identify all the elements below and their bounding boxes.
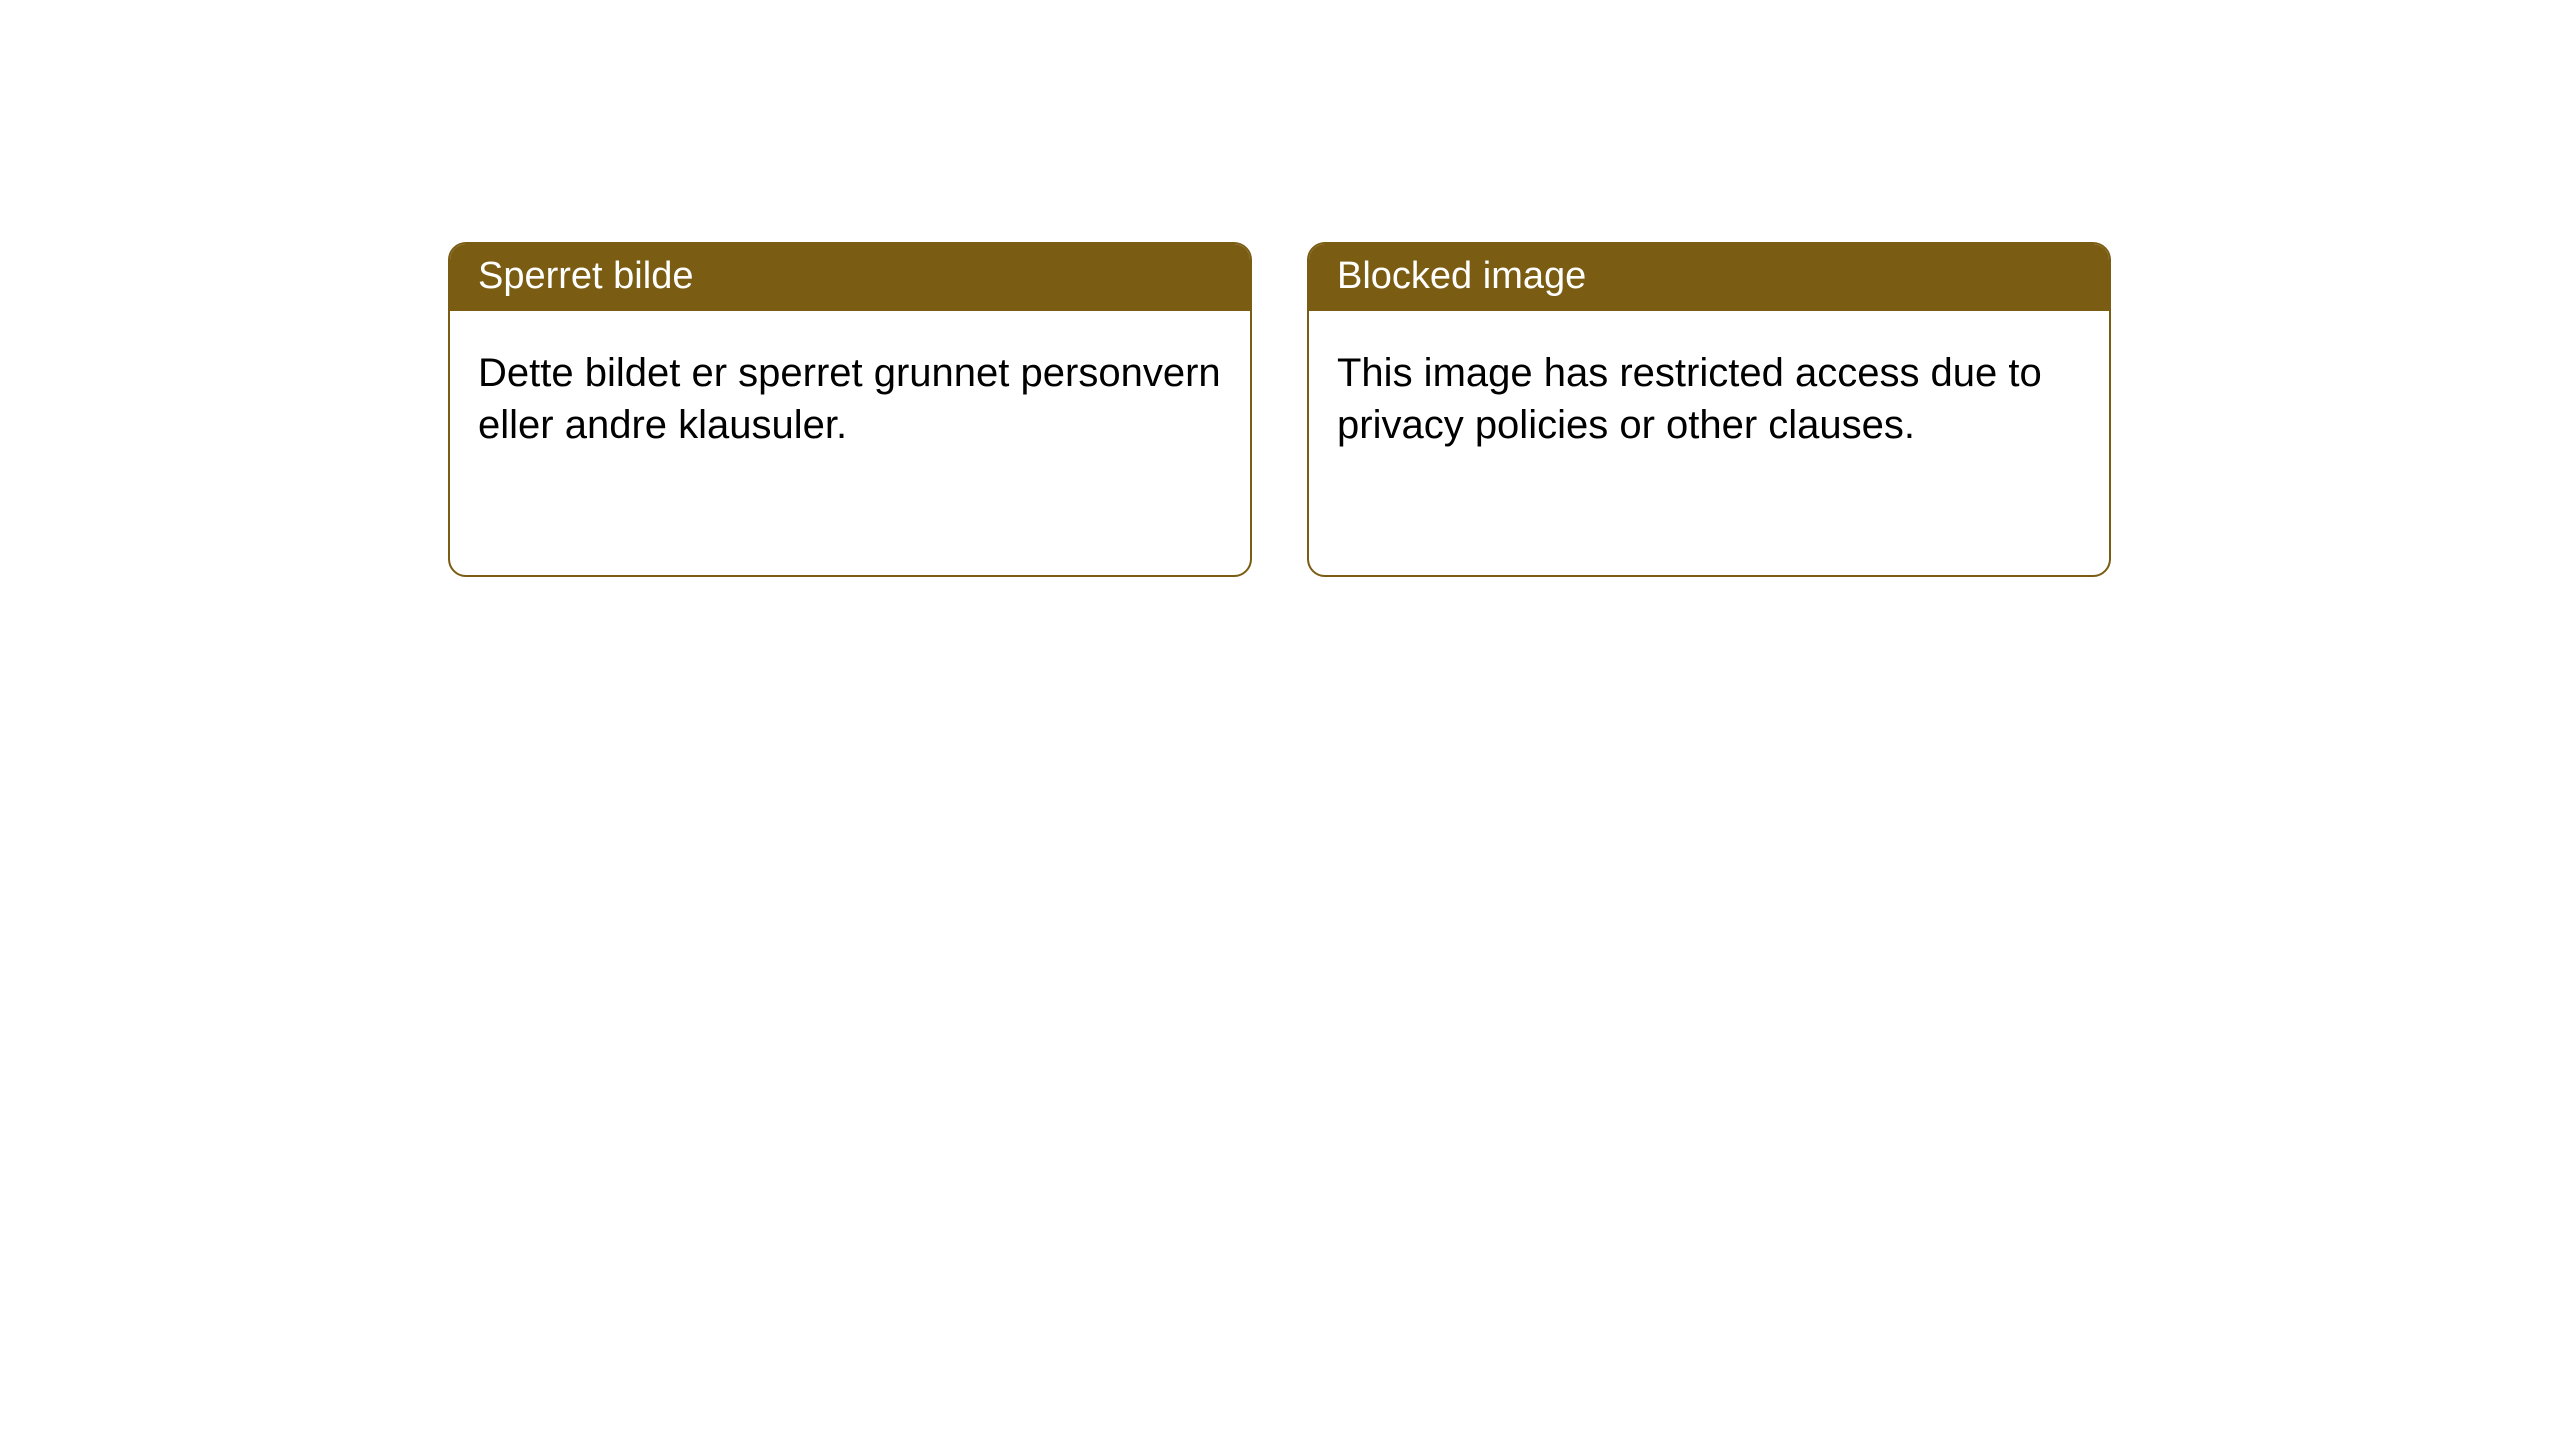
notice-title-english: Blocked image xyxy=(1309,244,2109,311)
notice-card-english: Blocked image This image has restricted … xyxy=(1307,242,2111,577)
notice-body-norwegian: Dette bildet er sperret grunnet personve… xyxy=(450,311,1250,479)
notice-container: Sperret bilde Dette bildet er sperret gr… xyxy=(0,0,2560,577)
notice-title-norwegian: Sperret bilde xyxy=(450,244,1250,311)
notice-card-norwegian: Sperret bilde Dette bildet er sperret gr… xyxy=(448,242,1252,577)
notice-body-english: This image has restricted access due to … xyxy=(1309,311,2109,479)
